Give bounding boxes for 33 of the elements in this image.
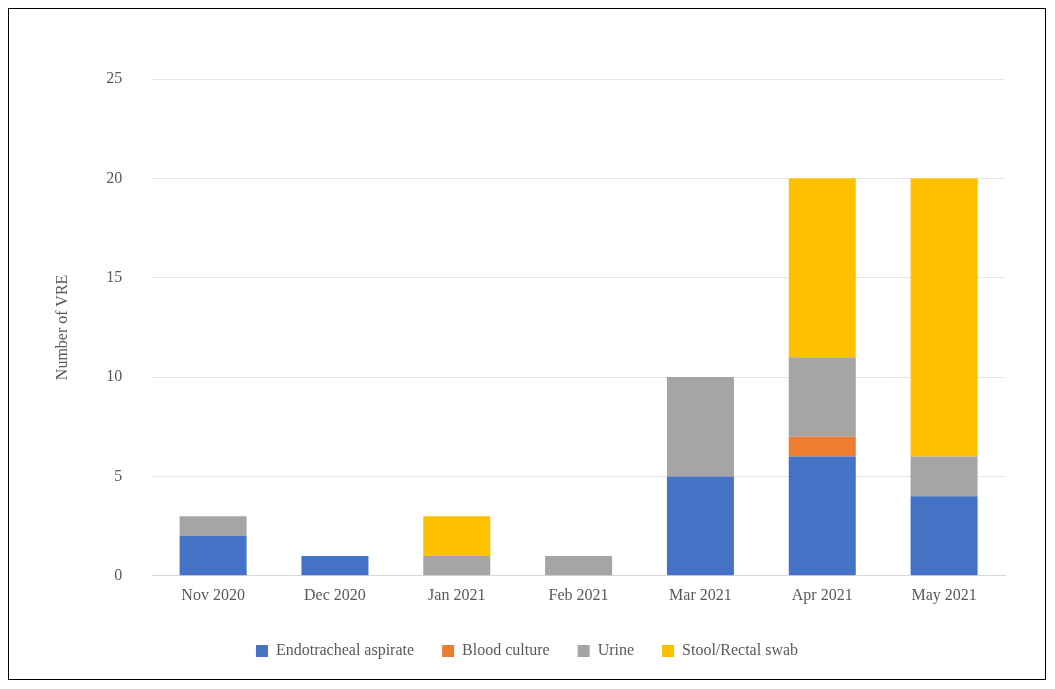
bar [545,555,613,576]
bar [910,496,978,576]
y-tick-label: 25 [106,69,123,87]
bar [666,476,734,576]
legend-label: Endotracheal aspirate [275,641,415,660]
bar [788,456,856,576]
bar [301,555,369,576]
bar [666,377,734,477]
y-tick-label: 15 [106,267,123,285]
bar [910,178,978,457]
bar [423,555,491,576]
x-tick-label: Apr 2021 [791,585,853,604]
x-tick-label: Feb 2021 [548,585,609,603]
y-tick-label: 5 [114,466,123,484]
y-tick-label: 10 [106,367,123,385]
bar [910,456,978,497]
legend-label: Urine [597,641,635,659]
bar [423,516,491,556]
y-tick-label: 20 [106,168,123,186]
x-tick-label: Dec 2020 [304,585,366,603]
bar [788,436,856,457]
y-tick-label: 0 [114,566,123,583]
bar [179,516,247,537]
legend-label: Blood culture [462,641,550,659]
x-tick-label: Mar 2021 [669,585,732,603]
x-tick-label: Nov 2020 [181,585,245,603]
bar [179,536,247,576]
bar [788,178,856,358]
x-tick-label: May 2021 [911,585,977,604]
x-tick-label: Jan 2021 [428,585,486,603]
bar [788,357,856,437]
legend-label: Stool/Rectal swab [682,641,799,659]
y-axis-title: Number of VRE [52,274,70,381]
